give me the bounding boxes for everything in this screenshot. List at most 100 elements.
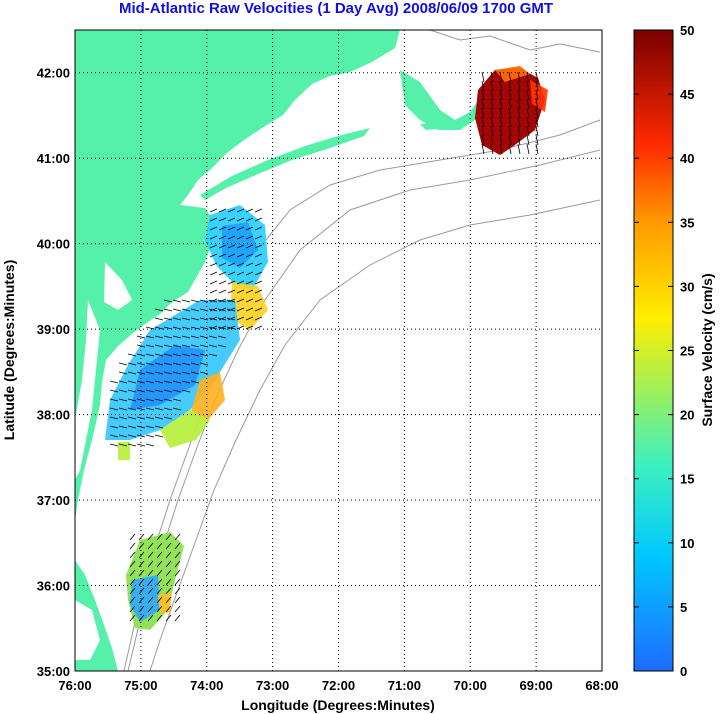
velocity-arrow [138,560,145,568]
velocity-arrow [127,416,137,420]
velocity-arrow [118,443,128,447]
velocity-arrow [127,434,137,438]
velocity-arrow [208,308,218,312]
velocity-arrow [508,134,512,146]
lon-tick-label: 75:00 [124,678,157,693]
velocity-arrow [254,253,263,258]
velocity-arrow [245,298,254,303]
velocity-arrow [118,416,128,420]
velocity-arrow [172,371,182,375]
velocity-arrow [517,89,521,101]
velocity-arrow [490,71,494,83]
colorbar-tick-label: 10 [680,536,694,551]
velocity-arrow [165,533,172,541]
velocity-arrow [499,71,503,83]
velocity-arrow [227,226,236,231]
velocity-arrow [499,89,503,101]
velocity-arrow [254,217,263,222]
velocity-arrow [508,116,512,128]
velocity-arrow [181,317,191,321]
velocity-arrow [109,434,119,438]
velocity-arrow [218,316,227,321]
velocity-arrow [138,605,145,613]
velocity-arrow [526,116,530,128]
velocity-arrow [236,244,245,249]
velocity-arrow [118,407,128,411]
velocity-arrow [490,134,494,146]
velocity-arrow [218,217,227,222]
velocity-arrow [236,298,245,303]
velocity-arrow [154,326,164,330]
velocity-arrow [217,326,227,330]
velocity-arrow [181,389,191,393]
velocity-arrow [145,425,155,429]
velocity-arrow [147,605,154,613]
velocity-arrow [208,353,218,357]
velocity-arrow [165,542,172,550]
velocity-arrow [165,605,172,613]
velocity-patch-delmarva-edge [160,410,210,448]
velocity-arrow [136,434,146,438]
velocity-arrow [129,542,136,550]
velocity-arrow [481,143,485,155]
velocity-arrow [154,344,164,348]
velocity-arrow [165,614,172,622]
velocity-arrow [165,587,172,595]
velocity-arrow [172,398,182,402]
velocity-arrow [209,298,218,303]
velocity-arrow [129,614,136,622]
velocity-arrow [245,289,254,294]
velocity-arrow [109,380,119,384]
velocity-arrow [209,280,218,285]
velocity-arrow [481,116,485,128]
velocity-arrow [127,443,137,447]
velocity-arrow [172,389,182,393]
velocity-arrow [129,533,136,541]
velocity-arrow [109,416,119,420]
velocity-arrow [526,125,530,137]
velocity-arrow [218,208,227,213]
velocity-arrow [147,614,154,622]
velocity-arrow [136,371,146,375]
colorbar-tick-label: 35 [680,215,694,230]
velocity-arrow [190,362,200,366]
velocity-arrow [218,289,227,294]
velocity-arrows [109,71,539,622]
y-axis-label: Latitude (Degrees:Minutes) [1,260,17,440]
velocity-arrow [154,371,164,375]
lat-tick-label: 41:00 [37,151,70,166]
velocity-arrow [136,443,146,447]
velocity-arrow [526,134,530,146]
velocity-arrow [254,208,263,213]
velocity-arrow [499,125,503,137]
velocity-arrow [147,560,154,568]
velocity-arrow [481,71,485,83]
velocity-arrow [499,107,503,119]
velocity-arrow [145,326,155,330]
lon-tick-label: 68:00 [585,678,618,693]
velocity-arrow [165,569,172,577]
velocity-arrow [517,125,521,137]
lon-tick-label: 71:00 [388,678,421,693]
colorbar-ticks: 0 5 10 15 20 25 30 35 40 45 50 [634,23,694,679]
velocity-arrow [508,71,512,83]
velocity-arrow [236,325,245,330]
velocity-arrow [227,298,236,303]
velocity-arrow [190,380,200,384]
velocity-arrow [236,280,245,285]
velocity-arrow [481,125,485,137]
colorbar-tick-label: 40 [680,151,694,166]
velocity-arrow [218,325,227,330]
velocity-arrow [236,235,245,240]
velocity-arrow [127,425,137,429]
velocity-arrow [490,116,494,128]
plot-frame [74,29,603,672]
velocity-arrow [174,614,181,622]
velocity-arrow [154,398,164,402]
velocity-arrow [217,299,227,303]
velocity-arrow [217,317,227,321]
marthas-vineyard [420,122,444,130]
velocity-arrow [245,217,254,222]
velocity-arrow [535,125,539,137]
velocity-arrow [209,208,218,213]
